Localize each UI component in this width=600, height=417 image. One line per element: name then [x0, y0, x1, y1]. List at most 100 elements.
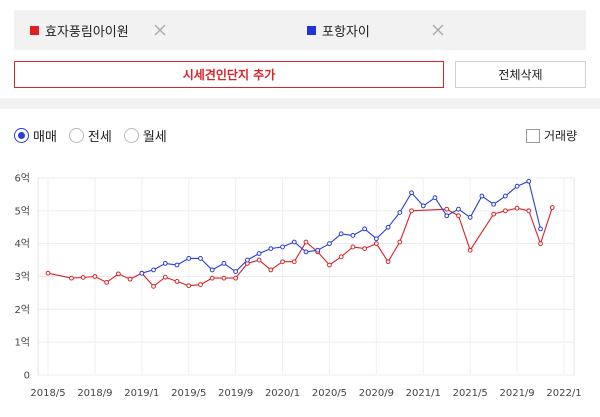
y-tick-label: 1억: [14, 337, 30, 349]
radio-sale[interactable]: [14, 128, 29, 143]
trade-type-sale[interactable]: 매매: [14, 126, 57, 145]
series-point-1: [549, 205, 555, 210]
y-tick-label: 3억: [14, 271, 30, 283]
series-point-1: [174, 279, 180, 284]
radio-monthly[interactable]: [123, 128, 139, 143]
series-point-1: [256, 257, 262, 263]
series-point-1: [209, 275, 215, 281]
x-tick-label: 2018/9: [77, 388, 112, 399]
series-point-2: [432, 195, 438, 201]
series-point-2: [362, 226, 368, 232]
compare-swatch-1: [30, 25, 39, 35]
compare-item-1[interactable]: 효자풍림아이원: [30, 10, 129, 50]
series-point-2: [397, 210, 403, 215]
series-point-1: [186, 283, 192, 289]
y-tick-label: 5억: [14, 205, 30, 217]
series-point-2: [268, 246, 274, 251]
x-tick-label: 2019/9: [218, 388, 253, 399]
series-point-2: [385, 224, 391, 230]
series-point-1: [127, 276, 133, 282]
series-point-1: [409, 208, 414, 214]
series-point-2: [479, 193, 485, 199]
series-point-2: [338, 231, 344, 237]
series-point-1: [338, 254, 344, 260]
series-point-2: [209, 267, 215, 273]
series-point-1: [397, 239, 403, 245]
series-point-1: [444, 206, 450, 212]
series-point-1: [502, 208, 508, 214]
x-tick-label: 2020/9: [359, 388, 394, 399]
transaction-volume-toggle[interactable]: 거래량: [526, 127, 577, 144]
series-line-1: [47, 207, 553, 288]
remove-compare-1-close-icon[interactable]: [150, 10, 170, 50]
radio-sale-label: 매매: [33, 130, 57, 145]
compare-item-2[interactable]: 포항자이: [307, 10, 370, 50]
series-point-1: [221, 275, 227, 281]
series-point-2: [526, 178, 532, 184]
x-tick-label: 2020/1: [265, 388, 300, 399]
y-tick-label: 6억: [14, 173, 30, 185]
y-tick-label: 2억: [14, 304, 30, 316]
series-point-1: [268, 267, 274, 273]
series-point-1: [491, 211, 497, 217]
series-point-1: [151, 283, 156, 289]
x-tick-label: 2022/1: [546, 388, 581, 399]
series-point-1: [80, 275, 86, 280]
series-point-1: [456, 213, 461, 219]
series-point-2: [444, 213, 450, 219]
trade-type-radio-group: 매매 전세 월세: [14, 126, 179, 145]
trade-type-monthly[interactable]: 월세: [123, 126, 167, 145]
x-tick-label: 2020/5: [312, 388, 347, 399]
price-chart: 0 1억 2억 3억 4억 5억 6억 2018/5 2018/9 2019/1 2019/5 201…: [14, 173, 581, 400]
clear-all-button[interactable]: 전체삭제: [455, 61, 586, 88]
trade-type-jeonse[interactable]: 전세: [68, 126, 112, 145]
series-point-2: [256, 251, 262, 256]
remove-compare-2-close-icon[interactable]: [428, 10, 448, 50]
series-point-2: [514, 183, 520, 189]
x-tick-label: 2021/1: [406, 388, 441, 399]
series-point-1: [280, 259, 285, 265]
series-point-1: [538, 241, 543, 247]
series-point-1: [92, 274, 98, 279]
radio-jeonse-label: 전세: [87, 130, 112, 145]
add-complex-button[interactable]: 시세견인단지 추가: [14, 61, 444, 88]
series-point-2: [350, 233, 356, 238]
series-point-2: [186, 256, 192, 261]
compare-bar: 효자풍림아이원 포항자이: [14, 10, 586, 50]
compare-swatch-2: [307, 25, 316, 35]
compare-name-1: 효자풍림아이원: [45, 24, 129, 40]
series-point-1: [233, 275, 239, 281]
compare-name-2: 포항자이: [322, 24, 370, 40]
series-point-2: [491, 201, 497, 207]
radio-jeonse[interactable]: [68, 128, 84, 143]
series-point-1: [467, 247, 473, 253]
x-tick-label: 2019/1: [124, 388, 159, 399]
transaction-volume-checkbox[interactable]: [526, 128, 540, 143]
series-point-1: [162, 274, 168, 280]
series-point-2: [315, 247, 321, 253]
series-point-2: [327, 241, 332, 247]
series-point-2: [467, 215, 473, 220]
x-tick-label: 2021/5: [453, 388, 488, 399]
series-point-1: [350, 244, 356, 250]
series-point-2: [174, 262, 180, 268]
series-point-2: [244, 257, 250, 263]
series-point-2: [456, 206, 461, 212]
series-point-1: [526, 208, 532, 214]
y-tick-label: 0: [24, 371, 30, 382]
y-tick-label: 4억: [14, 238, 30, 250]
section-divider: [0, 98, 600, 109]
series-point-1: [327, 262, 332, 268]
series-point-2: [221, 260, 227, 266]
x-tick-label: 2019/5: [171, 388, 206, 399]
series-point-2: [233, 269, 239, 274]
series-point-1: [69, 275, 74, 281]
series-point-2: [409, 190, 414, 196]
series-point-2: [373, 236, 379, 242]
series-point-1: [115, 271, 121, 277]
series-point-1: [373, 241, 379, 247]
series-point-2: [538, 226, 543, 232]
series-point-1: [385, 259, 391, 265]
series-point-2: [502, 193, 508, 199]
series-point-2: [151, 267, 156, 273]
